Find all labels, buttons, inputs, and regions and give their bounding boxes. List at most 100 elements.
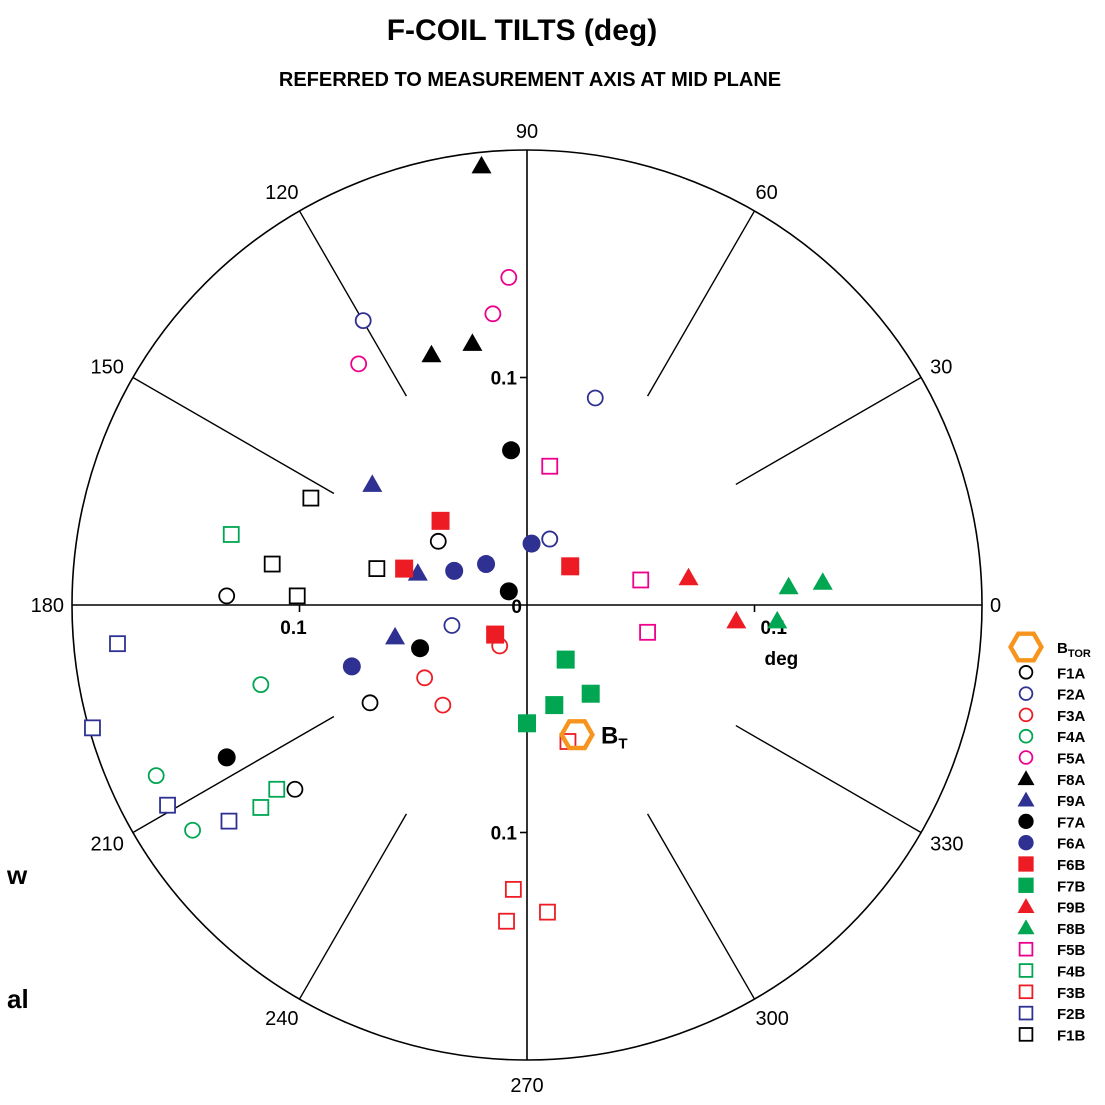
point-f8b-3 (767, 610, 788, 629)
point-f6b-4 (486, 625, 505, 644)
point-f2b-2 (84, 719, 101, 737)
side-text-1: w (6, 860, 28, 890)
legend-label-f2a: F2A (1057, 687, 1086, 704)
point-f1b-4 (288, 587, 306, 605)
polar-grid (72, 150, 982, 1060)
legend: BTOR F1A F2A F3A F4A F5A F8A F9A F7A F6A F6B F7B F9B… (1008, 631, 1091, 1044)
point-f5b-2 (632, 571, 650, 589)
point-f7b-3 (545, 696, 564, 715)
legend-label-f6b: F6B (1057, 857, 1086, 874)
legend-label-f9a: F9A (1057, 793, 1086, 810)
point-f7b-2 (581, 684, 600, 703)
legend-marker-f2a (1018, 686, 1034, 701)
point-f5a-3 (500, 268, 518, 286)
legend-label-f4a: F4A (1057, 729, 1086, 746)
point-f7a-2 (499, 582, 518, 601)
point-f6b-3 (561, 557, 580, 576)
legend-marker-f4a (1018, 728, 1034, 744)
point-f2a-1 (354, 312, 372, 330)
point-f9a-1 (362, 474, 383, 492)
legend-label-btor: BTOR (1057, 640, 1091, 660)
rlabel-left: 0.1 (280, 618, 307, 639)
angle-label-210: 210 (91, 834, 124, 856)
point-f2a-3 (443, 617, 461, 634)
point-f4b-2 (268, 780, 286, 798)
point-f1a-2 (429, 532, 447, 550)
legend-label-f3a: F3A (1057, 708, 1086, 725)
legend-marker-f4b (1018, 963, 1034, 978)
legend-label-f1a: F1A (1057, 665, 1086, 682)
angle-label-90: 90 (516, 121, 538, 143)
legend-label-f7b: F7B (1057, 878, 1086, 895)
point-f6a-2 (477, 555, 496, 574)
point-f1b-2 (263, 555, 281, 573)
legend-marker-f8a (1017, 770, 1035, 786)
point-f7b-4 (518, 714, 536, 733)
point-f5b-3 (639, 623, 656, 641)
legend-marker-f6b (1018, 856, 1034, 872)
legend-label-f4b: F4B (1057, 964, 1086, 981)
legend-label-f6a: F6A (1057, 836, 1086, 853)
angle-label-270: 270 (510, 1075, 543, 1097)
point-f3a-2 (434, 696, 452, 714)
angle-label-0: 0 (990, 595, 1001, 617)
spoke-300 (646, 813, 756, 1000)
point-f3b-3 (539, 903, 556, 921)
angle-label-120: 120 (265, 182, 298, 204)
legend-marker-f7b (1018, 877, 1034, 893)
point-f4a-1 (252, 676, 270, 694)
angle-label-240: 240 (265, 1008, 298, 1030)
legend-marker-f2b (1018, 1005, 1034, 1021)
bt-hexagon-icon (559, 719, 595, 751)
angle-label-330: 330 (930, 834, 963, 856)
bt-label-sub: T (618, 736, 627, 753)
point-f8b-2 (812, 572, 833, 590)
point-f6a-3 (445, 561, 464, 580)
point-f2b-3 (159, 796, 176, 814)
legend-label-f2b: F2B (1057, 1006, 1086, 1023)
point-f5a-1 (350, 355, 368, 373)
legend-marker-f3a (1018, 707, 1034, 723)
legend-label-f1b: F1B (1057, 1027, 1086, 1044)
legend-label-f5a: F5A (1057, 751, 1086, 768)
rlabel-down: 0.1 (491, 824, 518, 845)
angle-label-180: 180 (31, 595, 64, 617)
spoke-330 (735, 724, 922, 834)
point-f7a-3 (411, 639, 430, 658)
angle-label-30: 30 (930, 357, 952, 379)
point-f8a-2 (421, 344, 442, 363)
legend-label-f3b: F3B (1057, 985, 1086, 1002)
radial-unit: deg (765, 649, 799, 670)
angle-labels: 0 30 60 90 120 150 180 210 240 270 300 330 (31, 121, 1002, 1097)
point-f5a-2 (484, 305, 502, 323)
point-f1b-1 (302, 489, 320, 507)
spoke-240 (298, 813, 408, 1000)
angle-label-150: 150 (91, 357, 124, 379)
point-f9b-2 (726, 610, 747, 629)
point-f1a-3 (361, 694, 379, 712)
point-f8a-1 (471, 155, 492, 174)
legend-marker-f9a (1017, 791, 1035, 807)
chart-title: F-COIL TILTS (deg) (387, 14, 658, 47)
point-f4b-3 (252, 799, 270, 816)
point-f7a-1 (502, 441, 521, 460)
bt-label: BT (601, 723, 628, 753)
point-f5b-1 (541, 457, 559, 475)
legend-label-f9b: F9B (1057, 900, 1086, 917)
point-f1b-3 (368, 560, 386, 577)
angle-label-300: 300 (756, 1008, 789, 1030)
point-f4a-3 (184, 821, 201, 839)
legend-label-f8a: F8A (1057, 772, 1086, 789)
spoke-30 (735, 376, 922, 486)
point-f2a-5 (541, 530, 559, 548)
point-f2b-4 (220, 812, 238, 830)
point-f8a-3 (462, 333, 483, 351)
legend-label-f7a: F7A (1057, 814, 1086, 831)
legend-marker-f8b (1017, 919, 1035, 935)
point-f9b-1 (678, 567, 699, 586)
legend-marker-f1a (1018, 665, 1034, 680)
angle-label-60: 60 (756, 182, 778, 204)
point-f3b-2 (504, 880, 522, 898)
